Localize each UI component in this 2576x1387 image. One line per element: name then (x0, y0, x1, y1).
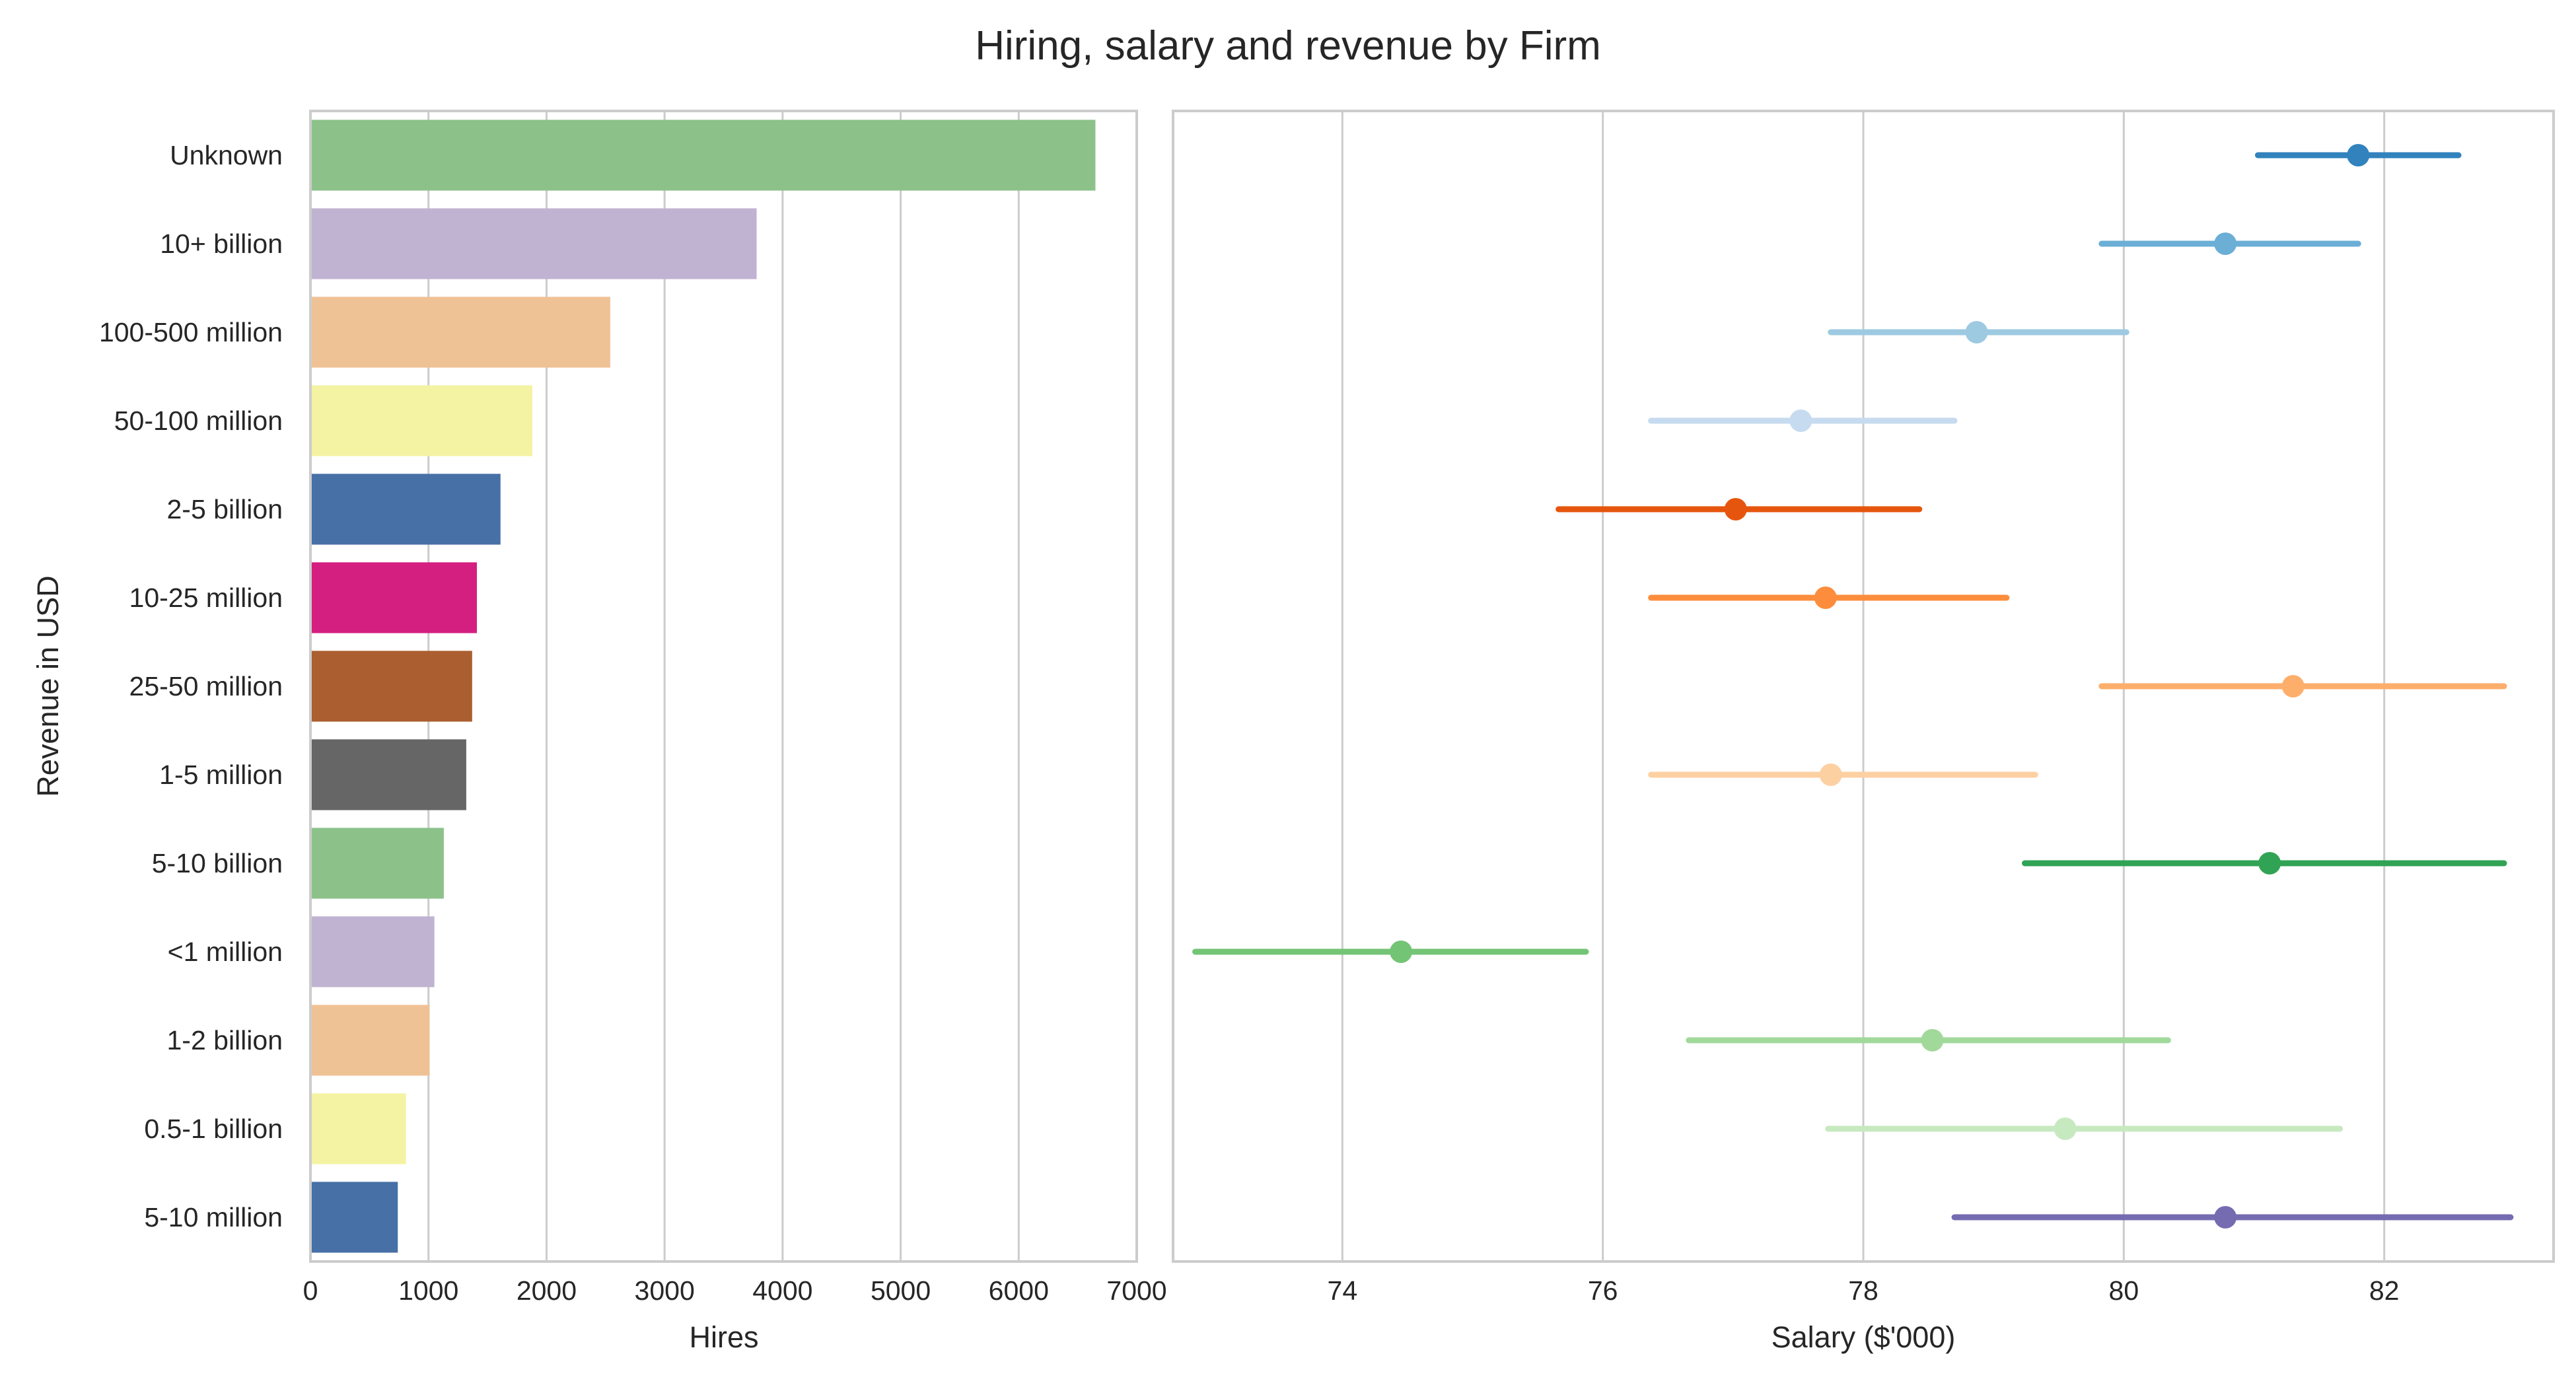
revenue-y-tick-label: 50-100 million (114, 406, 283, 436)
hires-x-tick-label: 3000 (635, 1275, 695, 1306)
revenue-y-tick-label: 0.5-1 billion (144, 1114, 283, 1144)
bar-5-10-billion (310, 828, 444, 899)
point-unknown (2347, 144, 2370, 166)
salary-x-tick-label: 82 (2369, 1275, 2400, 1306)
bar-25-50-million (310, 651, 472, 722)
point-lt-1-million (1390, 941, 1413, 963)
hires-bars (310, 120, 1096, 1253)
bar-10plus-billion (310, 208, 757, 279)
revenue-y-tick-label: 25-50 million (129, 671, 283, 701)
bar-1-2-billion (310, 1005, 430, 1076)
revenue-y-tick-label: 100-500 million (99, 317, 283, 347)
point-0-5-1-billion (2054, 1118, 2077, 1140)
hires-x-axis-label: Hires (689, 1320, 758, 1354)
hires-x-tick-label: 4000 (752, 1275, 812, 1306)
revenue-y-tick-label: 5-10 million (144, 1202, 283, 1232)
salary-x-tick-labels: 74 76 78 80 82 (1328, 1275, 2400, 1306)
point-1-5-million (1819, 764, 1842, 786)
point-5-10-billion (2258, 852, 2281, 874)
point-10-25-million (1814, 587, 1837, 609)
revenue-y-tick-label: 1-2 billion (167, 1025, 283, 1055)
point-25-50-million (2281, 675, 2305, 697)
salary-x-tick-label: 74 (1328, 1275, 1358, 1306)
bar-50-100-million (310, 385, 532, 456)
revenue-y-tick-labels: Unknown 10+ billion 100-500 million 50-100 … (99, 140, 283, 1232)
bar-10-25-million (310, 562, 477, 633)
bar-100-500-million (310, 297, 610, 368)
bar-1-5-million (310, 739, 466, 810)
bar-lt-1-million (310, 916, 435, 987)
hires-x-tick-label: 2000 (517, 1275, 577, 1306)
revenue-y-tick-label: 10-25 million (129, 583, 283, 613)
figure-title: Hiring, salary and revenue by Firm (975, 23, 1601, 69)
hires-x-tick-label: 6000 (989, 1275, 1049, 1306)
point-1-2-billion (1921, 1029, 1944, 1051)
salary-x-tick-label: 78 (1848, 1275, 1878, 1306)
hires-x-tick-labels: 0 1000 2000 3000 4000 5000 6000 7000 (303, 1275, 1167, 1306)
point-5-10-million (2214, 1206, 2237, 1228)
point-2-5-billion (1724, 498, 1747, 520)
salary-axes-frame (1172, 110, 2555, 1263)
salary-x-tick-label: 80 (2109, 1275, 2139, 1306)
hires-x-tick-label: 1000 (398, 1275, 458, 1306)
bar-0-5-1-billion (310, 1093, 406, 1164)
bar-2-5-billion (310, 474, 501, 545)
point-10plus-billion (2214, 232, 2237, 255)
point-50-100-million (1789, 409, 1812, 432)
revenue-y-tick-label: 10+ billion (160, 229, 283, 259)
salary-x-tick-label: 76 (1588, 1275, 1618, 1306)
hires-axes-frame (309, 110, 1138, 1263)
hires-x-tick-label: 0 (303, 1275, 318, 1306)
revenue-y-tick-label: 1-5 million (159, 760, 283, 790)
revenue-y-axis-label: Revenue in USD (31, 575, 65, 797)
revenue-y-tick-label: <1 million (168, 937, 283, 967)
point-100-500-million (1965, 321, 1988, 343)
revenue-y-tick-label: Unknown (170, 140, 283, 170)
hires-x-tick-label: 7000 (1106, 1275, 1166, 1306)
hires-x-tick-label: 5000 (871, 1275, 931, 1306)
salary-points (1192, 144, 2514, 1228)
bar-unknown (310, 120, 1096, 191)
revenue-y-tick-label: 5-10 billion (152, 848, 283, 878)
revenue-y-tick-label: 2-5 billion (167, 494, 283, 524)
bar-5-10-million (310, 1182, 398, 1253)
salary-x-axis-label: Salary ($'000) (1771, 1320, 1956, 1354)
